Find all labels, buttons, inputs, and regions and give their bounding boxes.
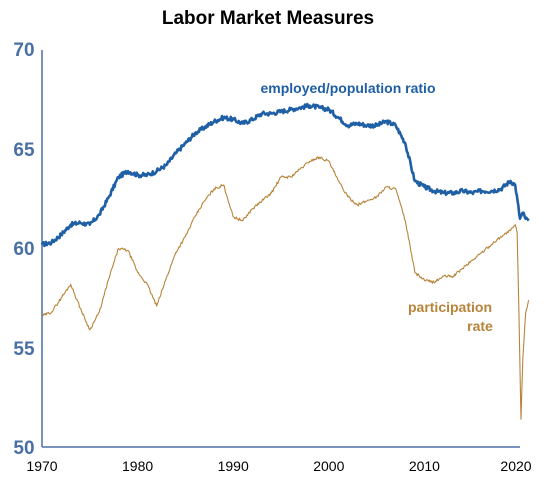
- y-tick-label-60: 60: [13, 239, 34, 260]
- chart-title: Labor Market Measures: [162, 8, 374, 29]
- series-layer: [40, 102, 530, 420]
- x-axis: 1970 1980 1990 2000 2010 2020: [26, 446, 532, 474]
- x-tick-label-1990: 1990: [218, 458, 249, 474]
- employed-population-ratio-line: [40, 102, 530, 248]
- y-axis: 70 65 60 55 50: [13, 40, 43, 459]
- participation-rate-annotation-line1: participation: [408, 299, 492, 315]
- y-tick-label-50: 50: [13, 438, 34, 459]
- participation-rate-annotation-line2: rate: [467, 318, 493, 334]
- y-tick-label-55: 55: [13, 339, 35, 360]
- y-tick-label-65: 65: [13, 140, 35, 161]
- y-tick-label-70: 70: [13, 40, 34, 61]
- employed-ratio-annotation: employed/population ratio: [260, 80, 435, 96]
- x-tick-label-2010: 2010: [409, 458, 440, 474]
- x-tick-label-1980: 1980: [122, 458, 153, 474]
- x-tick-label-2020: 2020: [500, 458, 531, 474]
- participation-rate-line: [41, 156, 530, 420]
- x-tick-label-2000: 2000: [313, 458, 344, 474]
- x-tick-label-1970: 1970: [26, 458, 57, 474]
